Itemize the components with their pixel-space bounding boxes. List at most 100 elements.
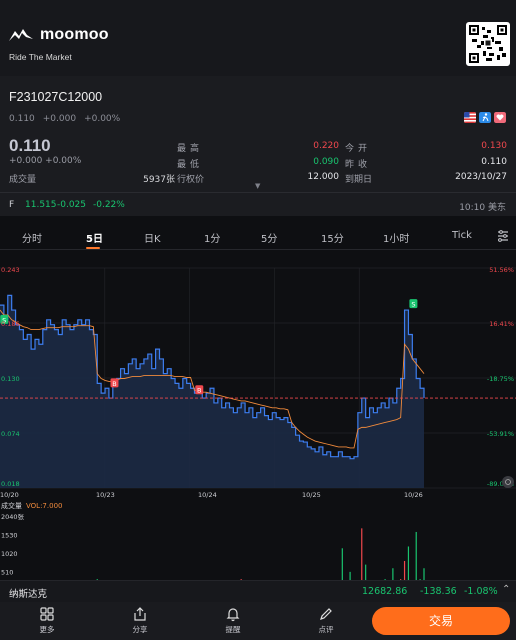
moomoo-logo-icon [9, 29, 33, 41]
x-tick-label: 10/24 [198, 491, 217, 499]
tab-daily-k[interactable]: 日K [144, 234, 161, 245]
bell-icon [226, 608, 240, 622]
volume-bar [403, 560, 406, 590]
underlying-line[interactable]: F 11.515 -0.025 -0.22% 10:10 美东 [0, 192, 516, 216]
volume-value: 5937张 [143, 175, 175, 185]
trade-button[interactable]: 交易 [372, 607, 510, 635]
y-tick-label: 0.243 [1, 266, 20, 274]
expiry-value: 2023/10/27 [455, 172, 507, 182]
change-small: +0.000 [42, 114, 77, 124]
chevron-up-icon[interactable]: ⌃ [502, 584, 511, 595]
nav-comment[interactable]: 点评 [306, 606, 346, 635]
option-symbol: F231027C12000 [9, 90, 103, 104]
volume-bar [361, 528, 363, 590]
underlying-change: -0.025 [57, 200, 87, 210]
tab-5day[interactable]: 5日 [86, 234, 103, 245]
nav-more-label: 更多 [39, 625, 55, 634]
sell-marker[interactable]: S [0, 314, 9, 325]
prev-close-value: 0.110 [481, 157, 507, 167]
last-price-small: 0.110 [9, 114, 35, 124]
nav-more[interactable]: 更多 [27, 606, 67, 635]
volume-label: 成交量 [9, 175, 37, 185]
chart-period-tabs: 分时 5日 日K 1分 5分 15分 1小时 Tick [0, 222, 516, 250]
market-flags [464, 112, 506, 123]
strike-value: 12.000 [307, 172, 340, 182]
underlying-code: F [9, 200, 15, 210]
favorite-heart-icon[interactable] [494, 112, 506, 123]
quote-time: 10:10 美东 [459, 203, 506, 213]
y-right-tick-label: -53.91% [487, 430, 514, 438]
y-right-tick-label: 51.56% [489, 266, 514, 274]
volume-bar [407, 546, 410, 590]
tab-tick[interactable]: Tick [452, 230, 472, 241]
price-chart[interactable]: S B B S 0.243 0.186 0.130 0.074 0.018 51.56% 16.… [0, 250, 516, 608]
tab-1hour[interactable]: 1小时 [383, 234, 410, 245]
share-icon [134, 607, 146, 621]
nav-share[interactable]: 分享 [120, 606, 160, 635]
low-value: 0.090 [313, 157, 339, 167]
volume-indicator: VOL:7.000 [26, 502, 62, 510]
nav-alert[interactable]: 提醒 [213, 606, 253, 635]
brand-logo: moomoo [8, 26, 109, 44]
underlying-pct: -0.22% [93, 200, 125, 210]
high-label: 最高 [177, 144, 204, 154]
chart-settings-icon[interactable] [496, 229, 510, 243]
y-tick-label: 0.186 [1, 320, 20, 328]
running-icon[interactable] [479, 112, 491, 123]
grid-icon [40, 607, 54, 621]
index-name: 纳斯达克 [9, 589, 48, 600]
average-price-line [0, 309, 425, 449]
prev-close-label: 昨收 [345, 160, 372, 170]
volume-tick-label: 510 [1, 569, 13, 577]
y-tick-label: 0.074 [1, 430, 20, 438]
tab-15min[interactable]: 15分 [321, 234, 344, 245]
svg-text:B: B [112, 380, 116, 388]
volume-bar [415, 531, 417, 590]
low-label: 最低 [177, 160, 204, 170]
underlying-price: 11.515 [25, 200, 57, 210]
tab-5min[interactable]: 5分 [261, 234, 278, 245]
price-change: +0.000 +0.00% [9, 156, 82, 166]
nav-comment-label: 点评 [318, 625, 334, 634]
strike-label: 行权价 [177, 175, 205, 185]
index-change: -138.36 [420, 586, 457, 597]
price-area [0, 295, 424, 488]
nav-alert-label: 提醒 [225, 625, 241, 634]
high-value: 0.220 [313, 141, 339, 151]
expiry-label: 到期日 [345, 175, 373, 185]
index-pct: -1.08% [464, 586, 498, 597]
volume-tick-label: 2040张 [1, 512, 25, 521]
volume-label: 成交量 [1, 501, 22, 510]
pct-small: +0.00% [84, 114, 121, 124]
x-tick-label: 10/23 [96, 491, 115, 499]
volume-tick-label: 1530 [1, 532, 18, 540]
open-value: 0.130 [481, 141, 507, 151]
quote-subline: 0.110 +0.000 +0.00% [9, 114, 120, 124]
last-price: 0.110 [9, 136, 51, 155]
y-right-tick-label: -89.06% [487, 480, 514, 488]
open-label: 今开 [345, 144, 372, 154]
sell-marker[interactable]: S [409, 299, 418, 309]
x-tick-label: 10/26 [404, 491, 423, 499]
qr-code-icon[interactable] [466, 22, 510, 66]
price-line [0, 294, 425, 460]
tab-intraday[interactable]: 分时 [22, 234, 42, 245]
x-tick-label: 10/20 [0, 491, 19, 499]
svg-text:S: S [411, 301, 415, 309]
us-flag-icon [464, 112, 476, 123]
expand-chevron-icon[interactable]: ▼ [255, 182, 261, 190]
buy-marker[interactable]: B [195, 385, 204, 395]
y-tick-label: 0.018 [1, 480, 20, 488]
volume-bar [365, 564, 367, 590]
tab-1min[interactable]: 1分 [204, 234, 221, 245]
index-ticker[interactable]: 纳斯达克 12682.86 -138.36 -1.08% ⌃ [0, 580, 516, 602]
crosshair-toggle-icon[interactable] [502, 476, 514, 488]
brand-slogan: Ride The Market [9, 52, 72, 62]
brand-name: moomoo [40, 26, 109, 43]
index-price: 12682.86 [362, 586, 408, 597]
volume-tick-label: 1020 [1, 550, 18, 558]
nav-share-label: 分享 [132, 625, 148, 634]
buy-marker[interactable]: B [110, 378, 119, 388]
volume-bar [341, 548, 343, 590]
volume-bar [392, 568, 394, 590]
